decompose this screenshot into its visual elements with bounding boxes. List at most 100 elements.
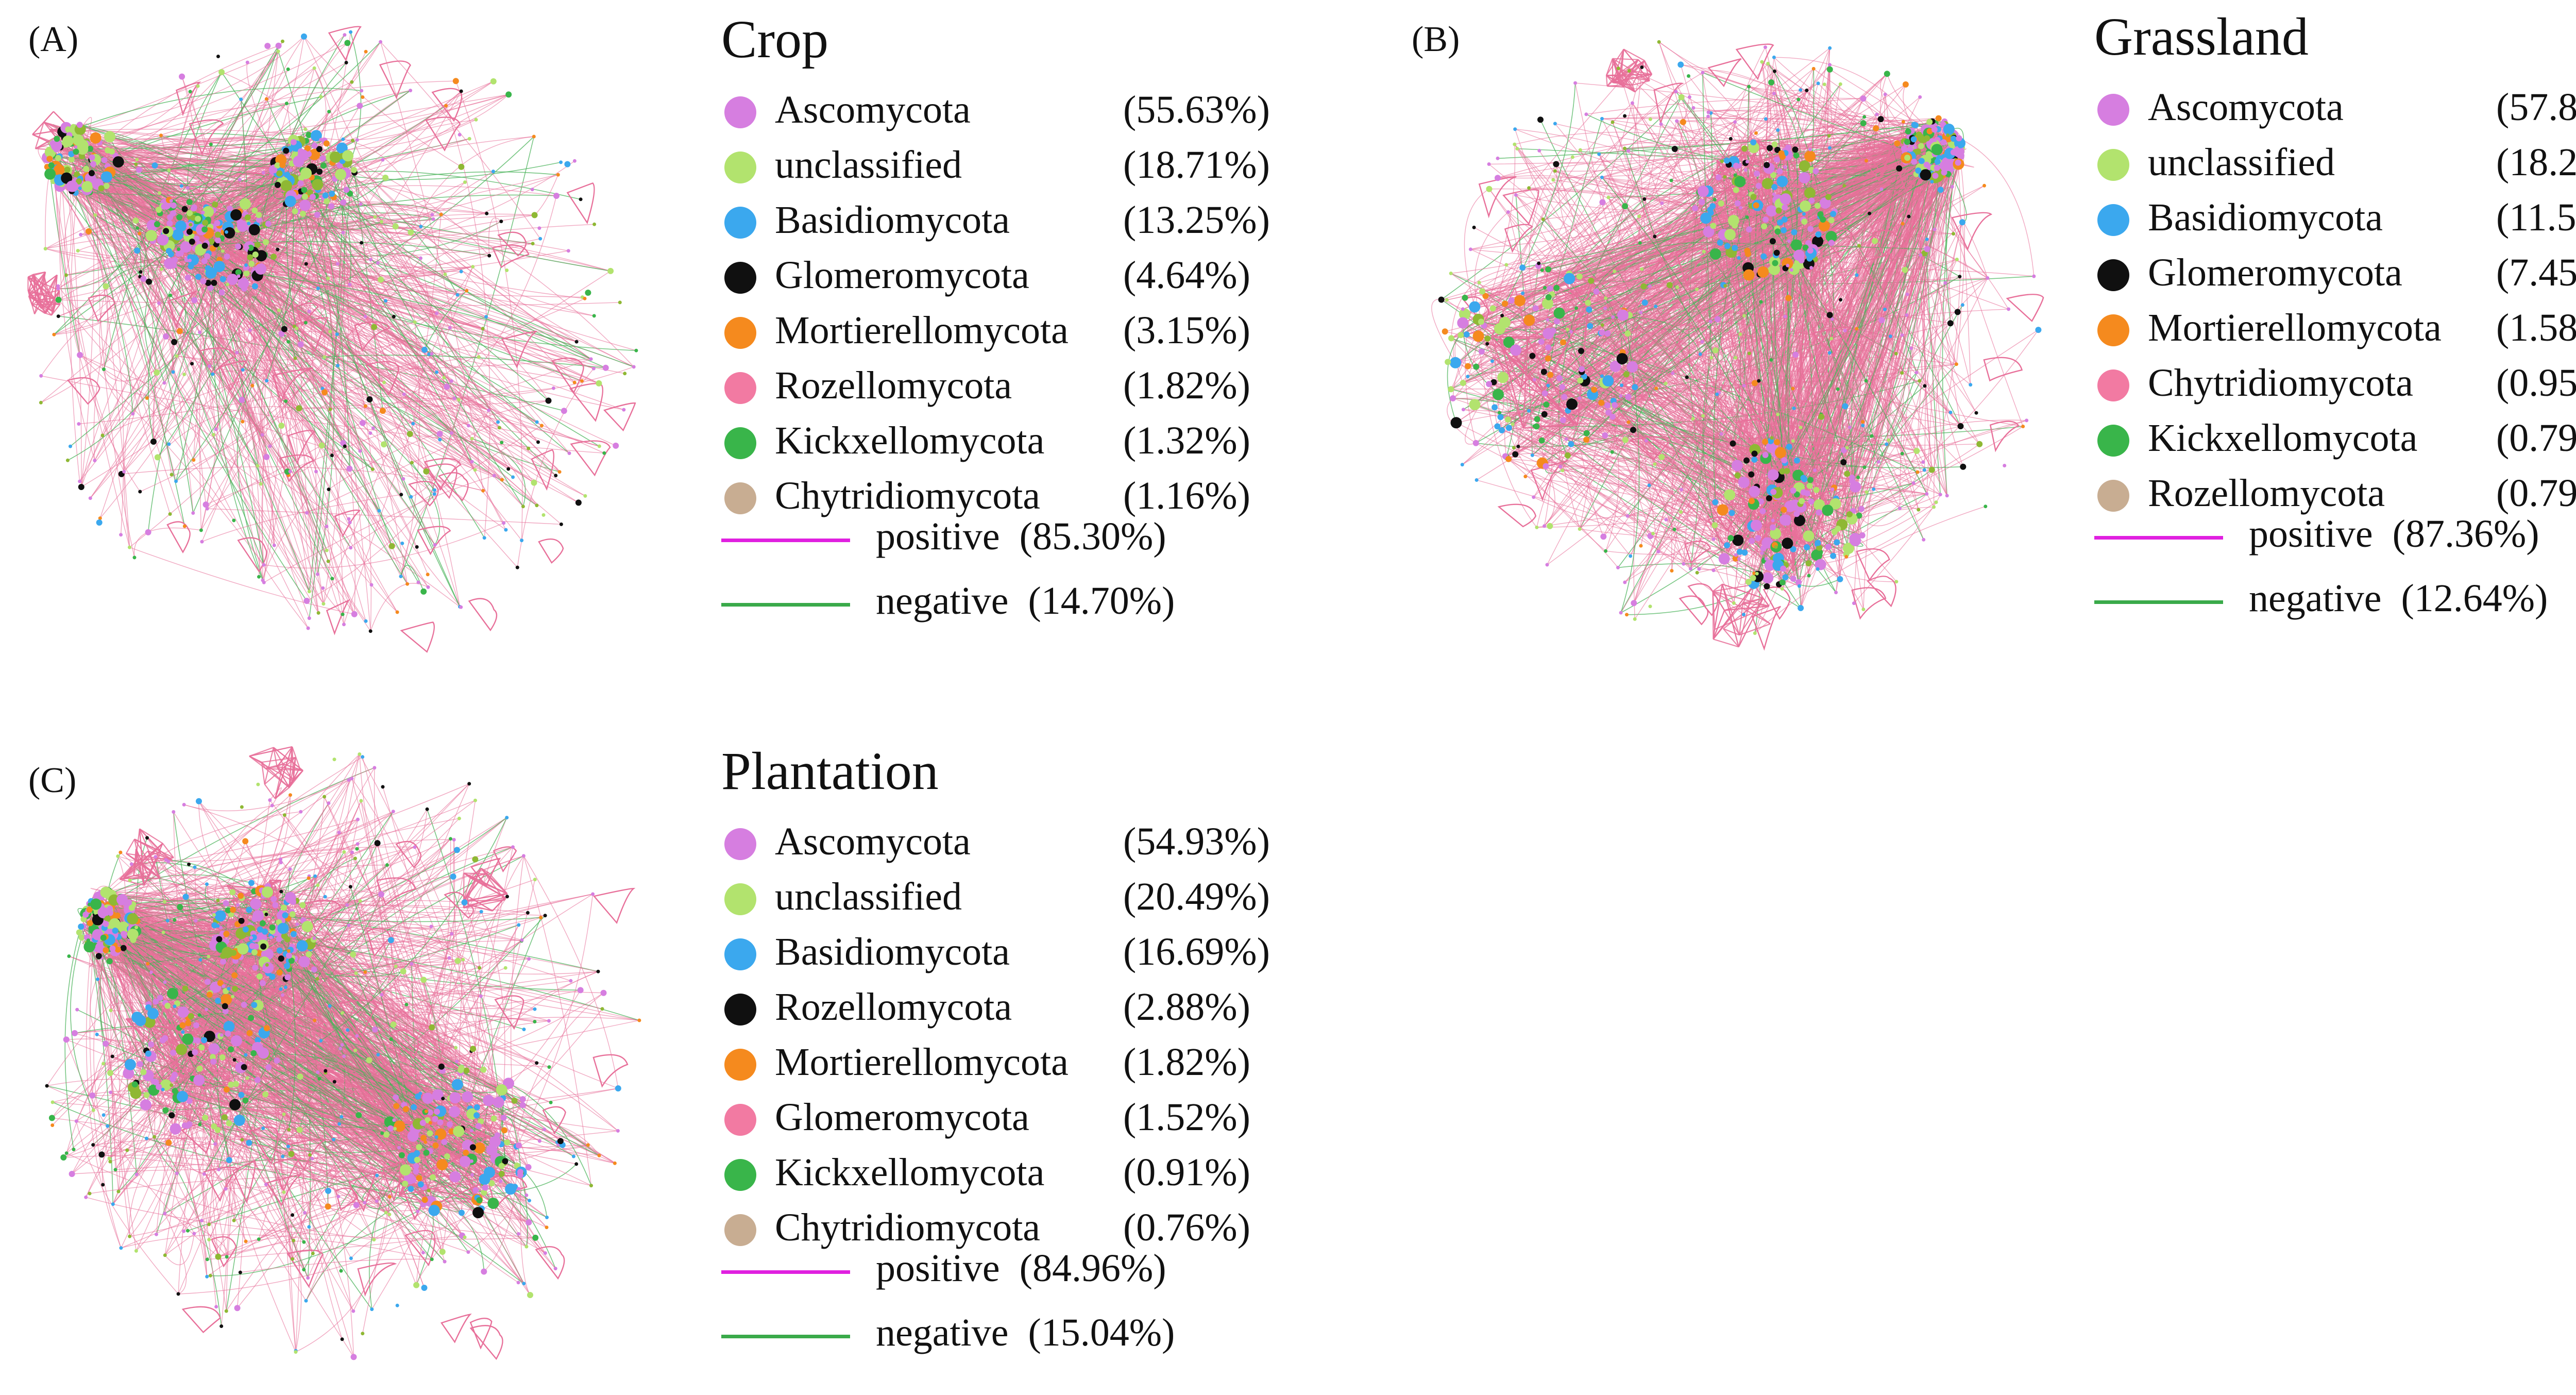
legend-taxon-percent: (0.95%) [2496,361,2576,405]
edge-type: positive [2249,512,2373,556]
legend-taxon-name: Rozellomycota [775,985,1012,1029]
legend-taxon-percent: (20.49%) [1123,875,1270,918]
legend-edge-item: positive (85.30%) [721,513,1340,567]
edge-type: positive [876,515,1000,558]
legend-taxon-name: Basidiomycota [2148,196,2383,239]
legend-swatch [724,482,756,514]
legend-swatch [2097,425,2129,457]
legend-taxon-name: Kickxellomycota [775,1151,1045,1194]
legend-swatch [724,1159,756,1191]
edge-percent: (12.64%) [2401,577,2548,620]
edge-type: negative [876,1311,1009,1354]
legend-taxon-name: Ascomycota [2148,86,2344,129]
legend-item: unclassified (18.23%) [2094,139,2576,193]
legend-taxon-name: Glomeromycota [775,1096,1029,1139]
legend-taxon-percent: (4.64%) [1123,254,1250,297]
panel-letter: (B) [1412,20,1460,59]
legend-item: unclassified (18.71%) [721,141,1340,196]
network-nodes [39,30,638,633]
legend-swatch [724,1049,756,1081]
legend-swatch [724,317,756,349]
legend-item: Basidiomycota (11.57%) [2094,194,2576,248]
legend-title: Plantation [721,742,939,801]
legend-swatch [2097,149,2129,181]
network-nodes [1438,40,2042,635]
legend-taxon-percent: (13.25%) [1123,198,1270,242]
legend-swatch [2097,369,2129,401]
legend-item: Rozellomycota (2.88%) [721,983,1340,1038]
legend-taxon-name: Basidiomycota [775,930,1010,973]
legend-edge-item: negative (15.04%) [721,1309,1340,1364]
legend-taxon-name: Mortierellomycota [2148,306,2442,349]
network-graph [1431,40,2044,651]
legend-item: Ascomycota (57.84%) [2094,83,2576,138]
edge-type: positive [876,1247,1000,1290]
legend-taxon-name: unclassified [775,143,962,187]
legend-taxon-name: Chytridiomycota [775,474,1041,517]
legend-taxon-percent: (0.79%) [2496,472,2576,515]
legend-edge-label: positive (87.36%) [2249,514,2539,553]
legend-swatch [724,207,756,239]
legend-edge-item: negative (12.64%) [2094,575,2576,629]
network-graph [27,26,638,653]
legend-taxon-name: Ascomycota [775,88,971,131]
edge-percent: (14.70%) [1028,579,1175,623]
legend-taxon-percent: (16.69%) [1123,930,1270,973]
network-nodes [45,752,641,1360]
legend-taxon-name: Mortierellomycota [775,1040,1069,1084]
legend-taxon-name: Glomeromycota [2148,251,2402,294]
legend-taxon-percent: (57.84%) [2496,86,2576,129]
legend-taxon-percent: (1.58%) [2496,306,2576,349]
legend-swatch [2097,314,2129,346]
legend-line [721,603,850,607]
legend-taxon-name: Ascomycota [775,820,971,863]
legend-title: Grassland [2094,7,2309,66]
legend-swatch [2097,259,2129,291]
legend-taxon-name: Rozellomycota [2148,472,2385,515]
edge-type: negative [876,579,1009,623]
legend-swatch [2097,204,2129,236]
legend-item: Mortierellomycota (1.58%) [2094,304,2576,359]
legend-item: Chytridiomycota (1.16%) [721,472,1340,527]
legend-taxon-percent: (0.76%) [1123,1206,1250,1249]
legend-taxon-percent: (55.63%) [1123,88,1270,131]
legend-item: Basidiomycota (13.25%) [721,196,1340,251]
legend-swatch [724,96,756,128]
legend-taxon-percent: (18.23%) [2496,141,2576,184]
legend-item: Rozellomycota (0.79%) [2094,469,2576,524]
network-edges [46,746,640,1360]
legend-item: Glomeromycota (7.45%) [2094,249,2576,304]
legend-taxon-name: Mortierellomycota [775,309,1069,352]
legend-taxon-name: Kickxellomycota [775,419,1045,462]
legend-item: Chytridiomycota (0.76%) [721,1204,1340,1258]
edge-type: negative [2249,577,2382,620]
legend-item: Mortierellomycota (1.82%) [721,1038,1340,1093]
legend-swatch [724,1104,756,1136]
network-graph [45,746,641,1360]
legend-taxon-name: Chytridiomycota [775,1206,1041,1249]
legend-edge-item: positive (87.36%) [2094,510,2576,565]
legend-item: Chytridiomycota (0.95%) [2094,359,2576,414]
legend-item: Glomeromycota (1.52%) [721,1094,1340,1148]
panel-letter: (C) [28,761,77,800]
legend-edge-label: positive (85.30%) [876,517,1166,556]
legend-title: Crop [721,10,828,69]
legend-taxon-percent: (1.82%) [1123,1040,1250,1084]
legend-edge-item: positive (84.96%) [721,1245,1340,1299]
legend-taxon-name: Basidiomycota [775,198,1010,242]
edge-percent: (87.36%) [2392,512,2539,556]
legend-swatch [724,372,756,404]
legend-item: Rozellomycota (1.82%) [721,362,1340,416]
legend-taxon-name: Glomeromycota [775,254,1029,297]
legend-swatch [724,262,756,294]
legend-item: Basidiomycota (16.69%) [721,928,1340,983]
legend-item: Kickxellomycota (0.91%) [721,1149,1340,1203]
legend-taxon-percent: (3.15%) [1123,309,1250,352]
legend-taxon-name: unclassified [775,875,962,918]
legend-line [2094,600,2223,604]
panel-letter: (A) [28,20,79,59]
legend-line [721,1270,850,1274]
legend-item: unclassified (20.49%) [721,873,1340,928]
legend-swatch [724,828,756,860]
edge-percent: (15.04%) [1028,1311,1175,1354]
